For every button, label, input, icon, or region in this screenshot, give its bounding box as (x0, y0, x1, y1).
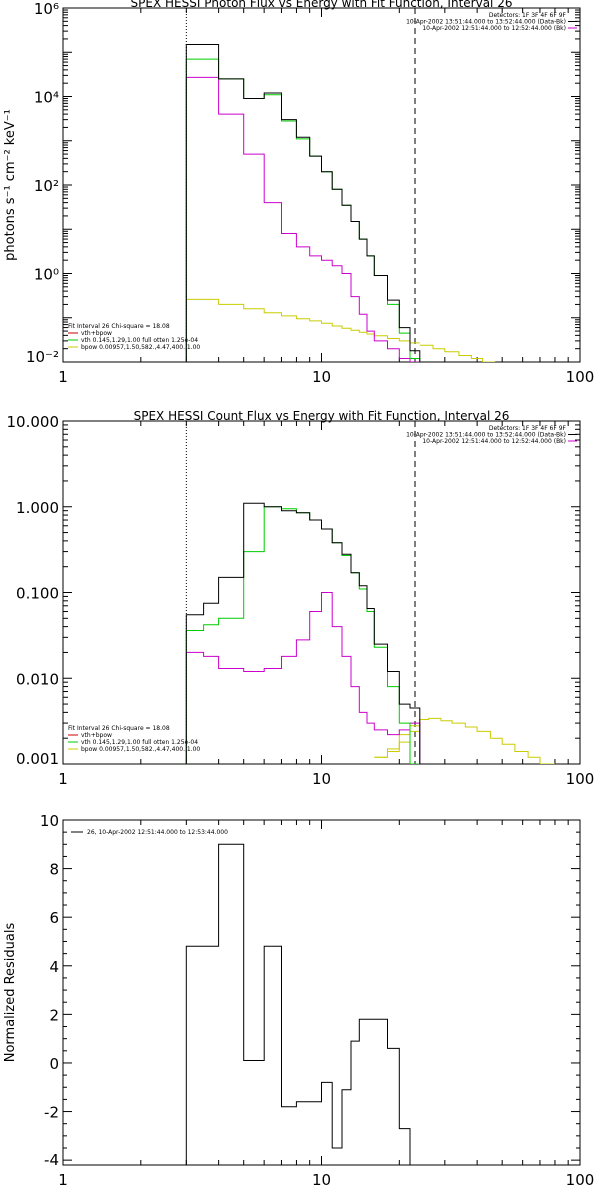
x-tick-label: 1 (58, 368, 68, 386)
x-tick-label: 1 (58, 770, 68, 788)
series-data-bk (185, 502, 421, 764)
series-bk (185, 592, 421, 764)
series-bpow (374, 730, 420, 758)
y-tick-label: -2 (44, 1104, 59, 1122)
y-tick-label: -4 (44, 1151, 59, 1169)
series-vth-bpow (185, 506, 420, 764)
plot-frame (62, 7, 581, 363)
y-tick-label: 10² (34, 177, 59, 195)
fit-text-line: bpow 0.00957,1.50,582.,4.47,400.,1.00 (81, 746, 200, 753)
chart-3: 1 10 100 -4 -2 0 2 4 6 8 10 Normalized Residuals 26,… (3, 812, 594, 1189)
fit-text-line: Fit Interval 26 Chi-square = 18.08 (68, 323, 170, 330)
fit-text-line: Fit Interval 26 Chi-square = 18.08 (68, 725, 170, 732)
y-tick-label: 2 (49, 1006, 59, 1024)
fit-text-line: bpow 0.00957,1.50,582.,4.47,400.,1.00 (81, 344, 200, 351)
x-tick-label: 10 (312, 1171, 331, 1189)
fit-text-line: vth+bpow (81, 732, 112, 739)
x-tick-label: 1 (58, 1171, 68, 1189)
x-tick-label: 10 (312, 770, 331, 788)
plot-area (185, 843, 420, 1165)
y-tick-label: 10⁶ (34, 0, 59, 18)
y-tick-label: 4 (49, 958, 59, 976)
series-bk (185, 76, 420, 362)
fit-text-line: vth+bpow (81, 330, 112, 337)
chart-title: SPEX HESSI Photon Flux vs Energy with Fi… (131, 0, 513, 10)
series-vth-bpow (185, 58, 421, 362)
header-line: 10-Apr-2002 12:51:44.000 to 12:52:44.000… (422, 25, 566, 32)
y-axis: -4 -2 0 2 4 6 8 10 (40, 812, 580, 1169)
y-tick-label: 10⁴ (34, 89, 59, 107)
y-tick-label: 10.000 (7, 413, 60, 431)
y-tick-label: 10⁻² (26, 348, 59, 366)
plot-frame (62, 819, 581, 1166)
y-axis-label: photons s⁻¹ cm⁻² keV⁻¹ (3, 109, 18, 261)
header-line: 10-Apr-2002 13:51:44.000 to 13:52:44.000… (406, 19, 566, 26)
legend-label: 26, 10-Apr-2002 12:51:44.000 to 12:53:44… (87, 829, 228, 836)
y-tick-label: 0 (49, 1055, 59, 1073)
plot-area (185, 44, 496, 362)
y-tick-label: 8 (49, 861, 59, 879)
series-bpow (186, 298, 420, 344)
y-axis: 10⁻² 10⁰ 10² 10⁴ 10⁶ (26, 0, 580, 366)
y-tick-label: 10 (40, 812, 59, 830)
series-bpow-tail (419, 344, 496, 362)
y-tick-label: 1.000 (16, 499, 59, 517)
y-tick-label: 10⁰ (34, 266, 59, 284)
x-tick-label: 100 (566, 1171, 595, 1189)
x-tick-label: 100 (566, 770, 595, 788)
x-axis: 1 10 100 (58, 820, 594, 1189)
fit-text-line: vth 0.145,1.29,1.00 full otten 1.25e-04 (81, 337, 198, 344)
y-tick-label: 6 (49, 909, 59, 927)
x-tick-label: 10 (312, 368, 331, 386)
y-tick-label: 0.001 (16, 750, 59, 768)
series-data-bk (185, 44, 421, 362)
x-axis: 1 10 100 (58, 421, 594, 788)
x-axis: 1 10 100 (58, 8, 594, 386)
series-26-10-apr-2002-12-51-44-000-to-12-53-44-000 (185, 843, 420, 1165)
header-line: Detectors: 1F 3F 4F 6F 9F (489, 12, 567, 19)
y-tick-label: 0.100 (16, 585, 59, 603)
y-axis-label: Normalized Residuals (3, 923, 18, 1063)
header-line: 10-Apr-2002 13:51:44.000 to 13:52:44.000… (406, 432, 566, 439)
chart-title: SPEX HESSI Count Flux vs Energy with Fit… (134, 409, 510, 423)
header-line: 10-Apr-2002 12:51:44.000 to 12:52:44.000… (422, 438, 566, 445)
x-tick-label: 100 (566, 368, 595, 386)
chart-1: 1 10 100 10⁻² 10⁰ 10² 10⁴ 10⁶ SPEX HESSI Photon … (3, 0, 594, 386)
plot-area (185, 502, 555, 764)
fit-text-line: vth 0.145,1.29,1.00 full otten 1.25e-04 (81, 739, 198, 746)
y-axis: 0.001 0.010 0.100 1.000 10.000 (7, 413, 580, 768)
series-bpow-tail (374, 717, 555, 764)
chart-2: 1 10 100 0.001 0.010 0.100 1.000 10.000 SPEX HES… (7, 409, 595, 788)
header-line: Detectors: 1F 3F 4F 6F 9F (489, 425, 567, 432)
y-tick-label: 0.010 (16, 670, 59, 688)
